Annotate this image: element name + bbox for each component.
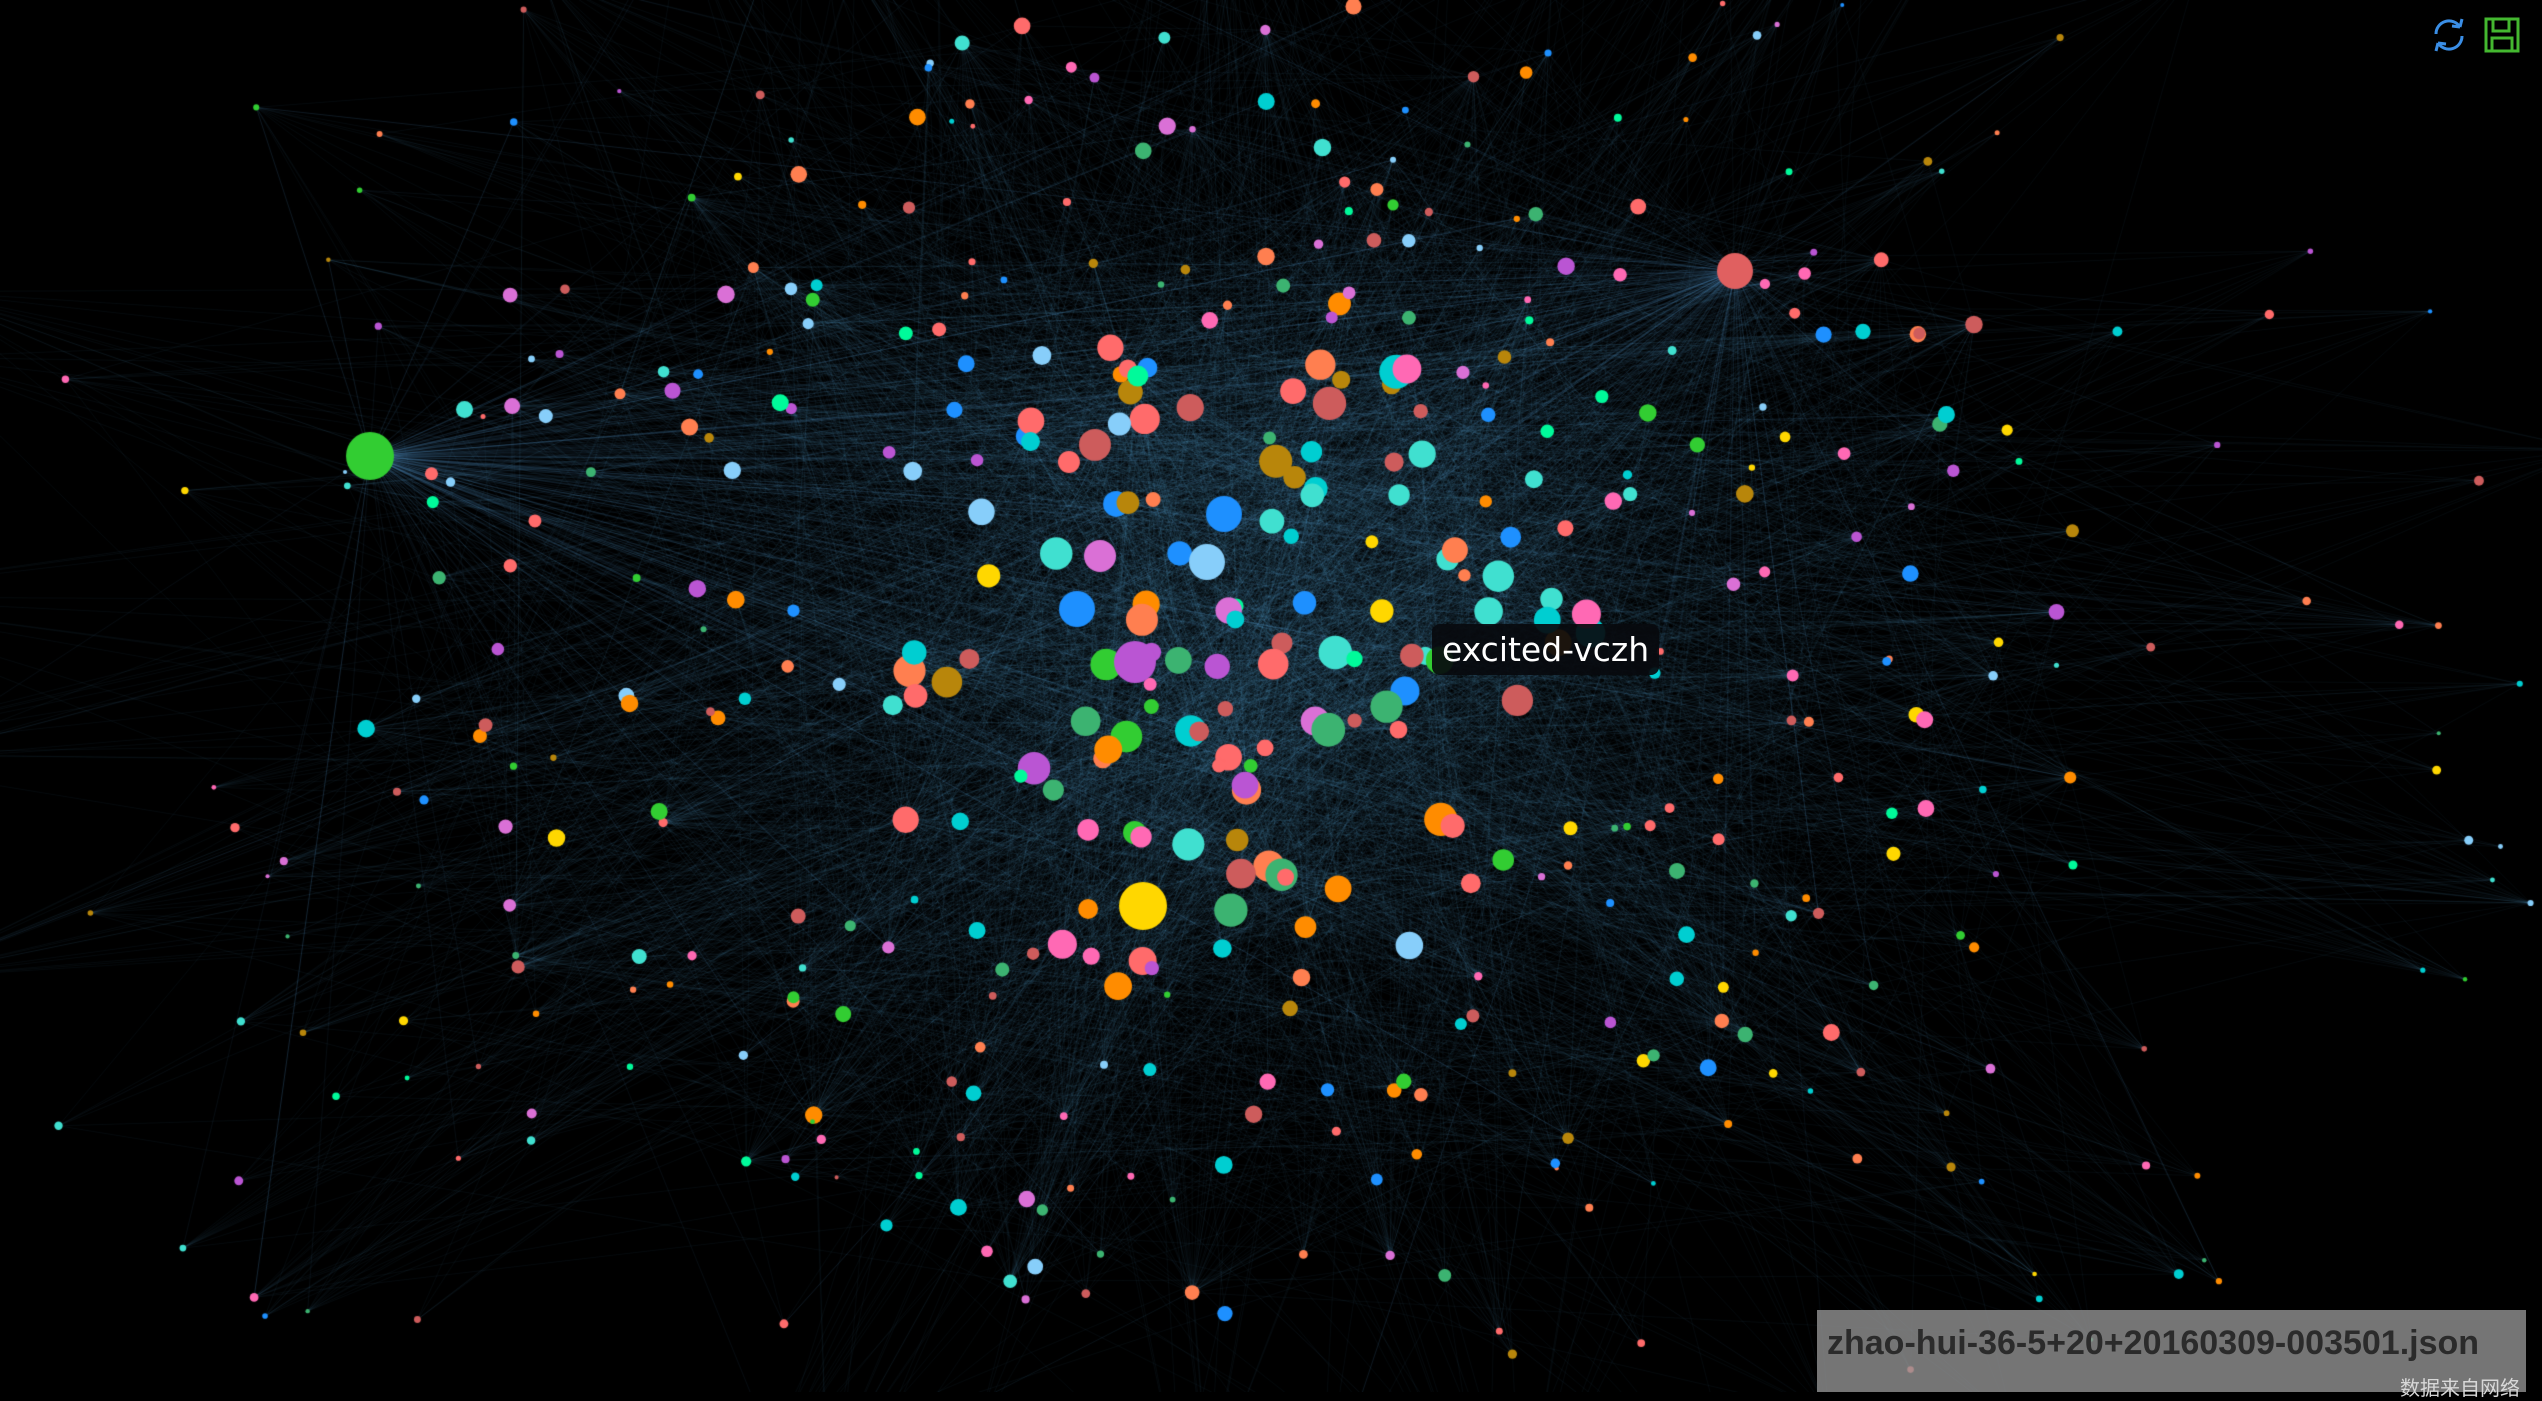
footer-panel: zhao-hui-36-5+20+20160309-003501.json 数据… (1817, 1310, 2526, 1400)
save-image-button[interactable] (2481, 14, 2523, 56)
refresh-icon (2434, 18, 2464, 52)
save-image-icon (2484, 17, 2520, 53)
refresh-button[interactable] (2428, 14, 2470, 56)
dataset-title: zhao-hui-36-5+20+20160309-003501.json (1827, 1324, 2480, 1362)
data-source-note: 数据来自网络 (2400, 1378, 2520, 1400)
node-tooltip: excited-vczh (1432, 624, 1660, 675)
